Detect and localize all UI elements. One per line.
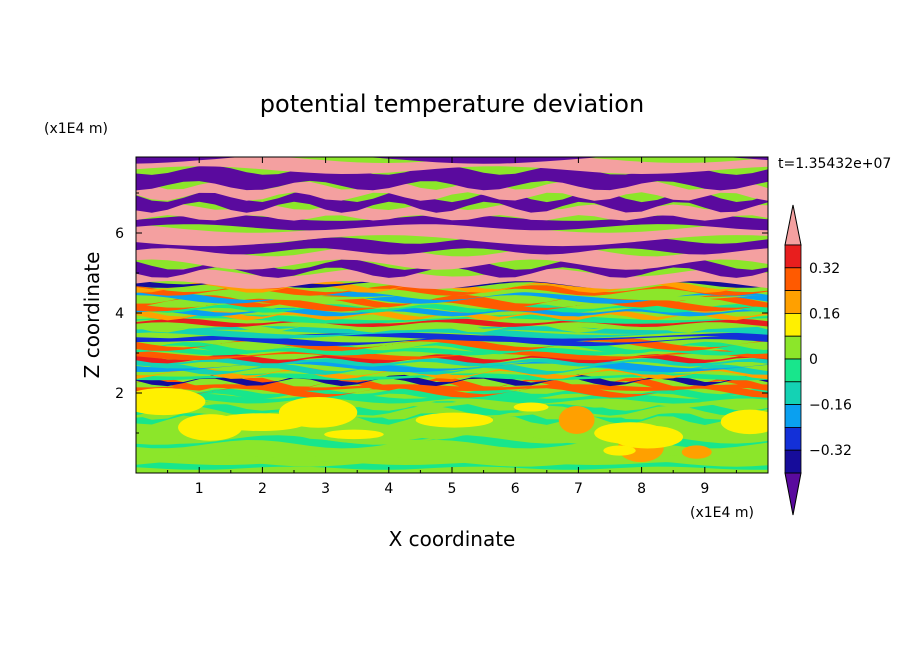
colorbar-bin <box>784 426 802 451</box>
colorbar-bin <box>784 404 802 428</box>
field-layer <box>136 310 768 321</box>
x-tick-label: 1 <box>195 481 204 497</box>
field-layer <box>136 314 768 324</box>
colorbar-tick-label: 0.32 <box>809 261 840 277</box>
field-blob <box>681 445 712 459</box>
field-layer <box>136 354 768 364</box>
colorbar-bin <box>784 449 802 474</box>
field-layer <box>136 304 768 313</box>
field-layer <box>136 291 768 304</box>
field-layer <box>136 214 768 231</box>
colorbar-bin <box>784 290 802 314</box>
field-blob <box>213 413 308 432</box>
field-blob <box>415 412 494 428</box>
field-layer <box>136 384 768 398</box>
field-blob <box>136 387 206 416</box>
field-layer <box>136 335 768 347</box>
x-axis-label: X coordinate <box>389 527 516 551</box>
field-blob <box>324 429 384 440</box>
colorbar-max-arrow <box>784 204 802 246</box>
field-blob <box>611 425 684 449</box>
field-layer <box>136 350 768 361</box>
field-layer <box>136 400 768 416</box>
field-layer <box>136 399 768 408</box>
x-tick-label: 6 <box>511 481 520 497</box>
chart-title: potential temperature deviation <box>260 90 644 118</box>
colorbar-bin <box>784 267 802 291</box>
colorbar-min-arrow <box>784 472 802 516</box>
field-layer <box>136 181 768 201</box>
colorbar: 0.32 0.16 0 −0.16 −0.32 <box>784 204 852 516</box>
colorbar-tick-label: 0 <box>809 352 818 368</box>
x-tick-label: 5 <box>448 481 457 497</box>
field-layer <box>136 221 768 247</box>
field-layer <box>136 246 768 270</box>
field-layer <box>136 358 768 367</box>
field-area <box>136 157 768 473</box>
field-layer <box>136 259 768 278</box>
colorbar-tick-label: −0.16 <box>809 398 852 414</box>
field-layer <box>136 347 768 356</box>
x-tick-label: 3 <box>321 481 330 497</box>
field-layer <box>136 328 768 339</box>
x-tick-label: 4 <box>384 481 393 497</box>
colorbar-bin <box>784 335 802 360</box>
field-layer <box>136 285 768 296</box>
colorbar-tick-label: −0.32 <box>809 443 852 459</box>
field-layer <box>136 204 768 221</box>
field-layer <box>136 287 768 301</box>
x-tick-label: 2 <box>258 481 267 497</box>
x-unit-label: (x1E4 m) <box>690 505 754 521</box>
x-tick-label: 8 <box>637 481 646 497</box>
colorbar-bin <box>784 312 802 337</box>
y-tick-label: 2 <box>115 386 124 402</box>
x-tick-label: 7 <box>574 481 583 497</box>
field-blob <box>558 406 595 434</box>
field-layer <box>136 440 768 453</box>
field-layer <box>136 157 768 174</box>
field-layer <box>136 268 768 289</box>
field-layer <box>136 444 768 458</box>
y-tick-label: 6 <box>115 226 124 242</box>
y-tick-label: 4 <box>115 306 124 322</box>
colorbar-bin <box>784 244 802 269</box>
field-layer <box>136 332 768 342</box>
colorbar-bin <box>784 381 802 405</box>
colorbar-bin <box>784 358 802 383</box>
colorbar-tick-label: 0.16 <box>809 306 840 322</box>
x-tick-label: 9 <box>700 481 709 497</box>
field-blob <box>603 445 636 456</box>
y-unit-label: (x1E4 m) <box>44 121 108 137</box>
field-blob <box>513 402 549 412</box>
field-layer <box>136 320 768 333</box>
y-axis-label: Z coordinate <box>80 252 104 379</box>
field-layer <box>136 377 768 391</box>
field-blob <box>720 409 768 435</box>
time-label: t=1.35432e+07 <box>778 156 891 172</box>
